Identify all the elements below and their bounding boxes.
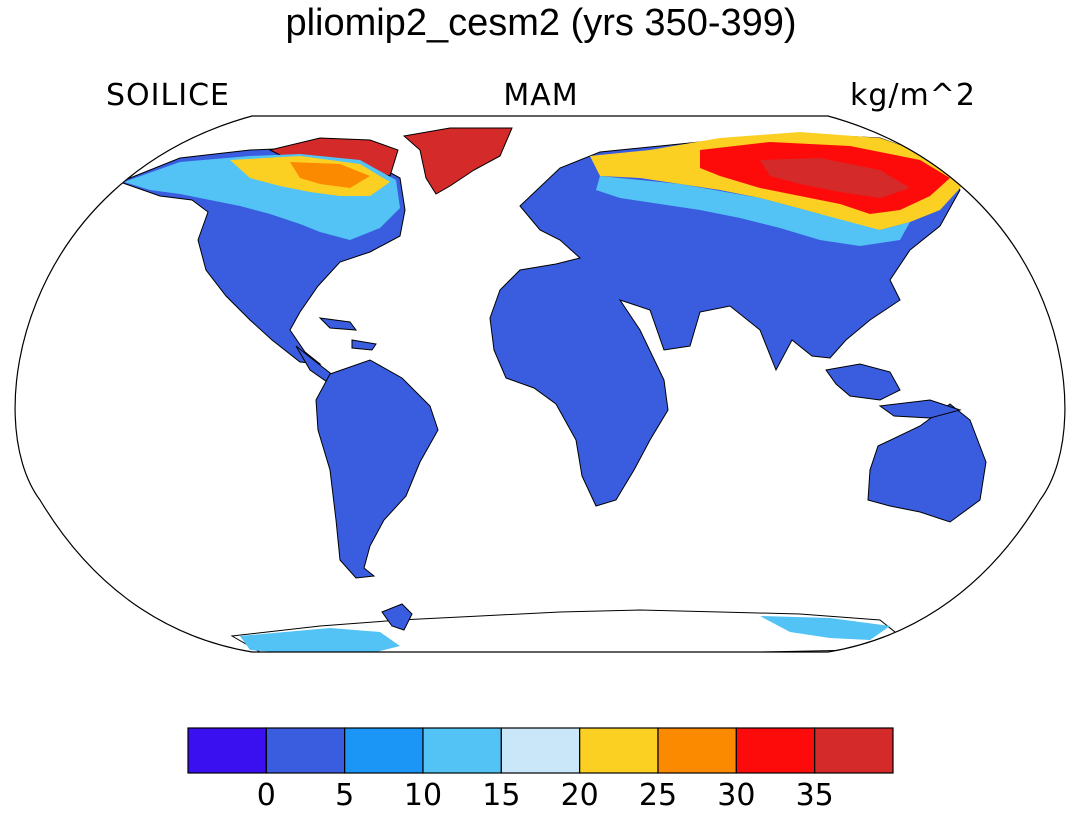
colorbar-swatch <box>657 727 737 774</box>
colorbar-swatch <box>735 727 816 774</box>
greenland-region <box>402 127 513 195</box>
colorbar-tick-label: 30 <box>717 778 756 813</box>
colorbar-tick-label: 25 <box>638 778 678 813</box>
globe-outline <box>14 115 1066 653</box>
land-field <box>118 127 987 652</box>
canada-peak-region <box>290 162 370 188</box>
colorbar-swatch <box>579 727 659 774</box>
season-label: MAM <box>503 78 579 113</box>
colorbar-swatch <box>344 727 424 774</box>
colorbar-tick-label: 5 <box>335 778 355 813</box>
caribbean-region <box>318 317 377 351</box>
colorbar-swatch <box>422 727 502 774</box>
colorbar-tick-label: 10 <box>403 778 443 813</box>
colorbar-tick-label: 20 <box>560 778 599 813</box>
siberia-transition-region <box>596 176 910 246</box>
antarctica-peninsula <box>381 603 413 631</box>
antarctica-blue-patch <box>240 628 400 652</box>
colorbar-swatch <box>265 727 346 774</box>
colorbar-swatch <box>187 727 267 774</box>
units-label: kg/m^2 <box>850 78 976 113</box>
south-america-region <box>315 359 439 579</box>
variable-label: SOILICE <box>106 78 230 113</box>
maritime-asia-region <box>825 363 962 419</box>
plot-title: pliomip2_cesm2 (yrs 350-399) <box>285 2 797 44</box>
siberia-peak-region <box>760 158 910 198</box>
colorbar-tick-label: 15 <box>482 778 521 813</box>
colorbar-tick-label: 0 <box>256 778 276 813</box>
colorbar-tick-label: 35 <box>795 778 834 813</box>
antarctica-blue-patch <box>760 616 890 640</box>
colorbar-swatch <box>500 727 581 774</box>
colorbar-swatch <box>814 727 894 774</box>
